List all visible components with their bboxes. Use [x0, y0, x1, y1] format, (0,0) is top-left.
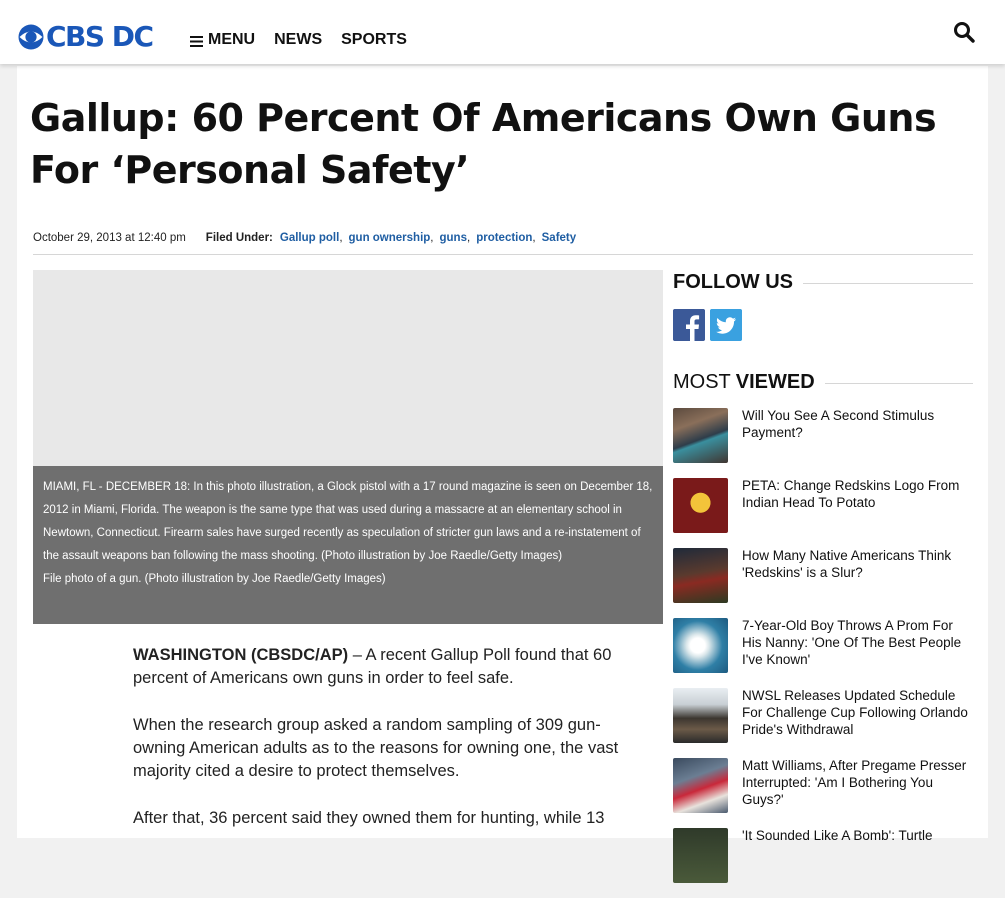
article-paragraph: When the research group asked a random s…: [133, 716, 619, 780]
sidebar: FOLLOW US MOST VIEWED Will You See A Seco…: [673, 268, 973, 898]
tag-separator: ,: [466, 232, 471, 244]
meta-divider: [33, 254, 973, 255]
filed-under-label: Filed Under:: [205, 232, 273, 244]
article-card: Gallup: 60 Percent Of Americans Own Guns…: [17, 66, 988, 883]
article-body: WASHINGTON (CBSDC/AP) – A recent Gallup …: [133, 644, 633, 854]
story-title: NWSL Releases Updated Schedule For Chall…: [742, 688, 968, 737]
story-title: 7-Year-Old Boy Throws A Prom For His Nan…: [742, 618, 962, 667]
most-viewed-item[interactable]: Matt Williams, After Pregame Presser Int…: [673, 758, 973, 828]
heading-rule: [824, 382, 973, 384]
most-viewed-item[interactable]: 7-Year-Old Boy Throws A Prom For His Nan…: [673, 618, 973, 688]
story-title: How Many Native Americans Think 'Redskin…: [742, 548, 952, 580]
tag-link[interactable]: gun ownership: [348, 232, 431, 244]
tag-separator: ,: [532, 232, 536, 244]
most-viewed-item[interactable]: Will You See A Second Stimulus Payment?: [673, 408, 973, 478]
tag-link[interactable]: Safety: [541, 232, 577, 244]
cbs-eye-icon: [18, 24, 44, 50]
most-viewed-item[interactable]: 'It Sounded Like A Bomb': Turtle: [673, 828, 973, 898]
viewed-label: VIEWED: [735, 370, 815, 393]
nav-news-link[interactable]: NEWS: [274, 31, 323, 48]
article-paragraph: After that, 36 percent said they owned t…: [133, 809, 605, 827]
cbs-dc-logo[interactable]: CBS DC: [18, 20, 154, 53]
social-links: [673, 309, 973, 342]
story-title: Matt Williams, After Pregame Presser Int…: [742, 758, 967, 807]
tag-separator: ,: [339, 232, 343, 244]
story-title: PETA: Change Redskins Logo From Indian H…: [742, 478, 960, 510]
most-label: MOST: [673, 370, 731, 393]
story-thumbnail: [673, 478, 728, 533]
story-thumbnail: [673, 408, 728, 463]
heading-rule: [802, 282, 973, 284]
follow-us-label: FOLLOW US: [673, 270, 793, 293]
caption-text: MIAMI, FL - DECEMBER 18: In this photo i…: [43, 481, 653, 562]
article-photo: [33, 270, 663, 466]
menu-button[interactable]: MENU: [190, 31, 255, 49]
facebook-icon[interactable]: [673, 309, 705, 341]
article-meta: October 29, 2013 at 12:40 pm Filed Under…: [33, 232, 973, 244]
logo-text: CBS DC: [46, 20, 154, 53]
caption-credit: File photo of a gun. (Photo illustration…: [43, 573, 386, 585]
most-viewed-item[interactable]: PETA: Change Redskins Logo From Indian H…: [673, 478, 973, 548]
tag-separator: ,: [430, 232, 434, 244]
story-thumbnail: [673, 828, 728, 883]
article-date: October 29, 2013 at 12:40 pm: [33, 232, 186, 244]
story-title: Will You See A Second Stimulus Payment?: [742, 408, 935, 440]
top-navigation-bar: CBS DC MENU NEWS SPORTS: [0, 0, 1005, 64]
menu-label: MENU: [208, 31, 256, 48]
follow-us-heading: FOLLOW US: [673, 268, 973, 296]
article-paragraph: WASHINGTON (CBSDC/AP) – A recent Gallup …: [133, 644, 633, 690]
tag-link[interactable]: protection: [476, 232, 533, 244]
twitter-icon[interactable]: [710, 309, 742, 341]
article-title: Gallup: 60 Percent Of Americans Own Guns…: [30, 96, 937, 192]
most-viewed-heading: MOST VIEWED: [673, 368, 973, 396]
search-icon[interactable]: [953, 21, 975, 43]
nav-sports-link[interactable]: SPORTS: [341, 31, 407, 48]
photo-caption: MIAMI, FL - DECEMBER 18: In this photo i…: [33, 466, 663, 624]
tag-link[interactable]: Gallup poll: [279, 232, 340, 244]
story-thumbnail: [673, 758, 728, 813]
story-thumbnail: [673, 618, 728, 673]
most-viewed-item[interactable]: How Many Native Americans Think 'Redskin…: [673, 548, 973, 618]
story-thumbnail: [673, 688, 728, 743]
tag-link[interactable]: guns: [439, 232, 467, 244]
most-viewed-list: Will You See A Second Stimulus Payment? …: [673, 408, 973, 898]
hamburger-icon: [190, 36, 203, 47]
paragraph-text: – A recent Gallup Poll found that 60 per…: [133, 646, 612, 687]
story-thumbnail: [673, 548, 728, 603]
dateline: WASHINGTON (CBSDC/AP): [133, 646, 349, 664]
most-viewed-item[interactable]: NWSL Releases Updated Schedule For Chall…: [673, 688, 973, 758]
main-nav: MENU NEWS SPORTS: [190, 31, 426, 49]
